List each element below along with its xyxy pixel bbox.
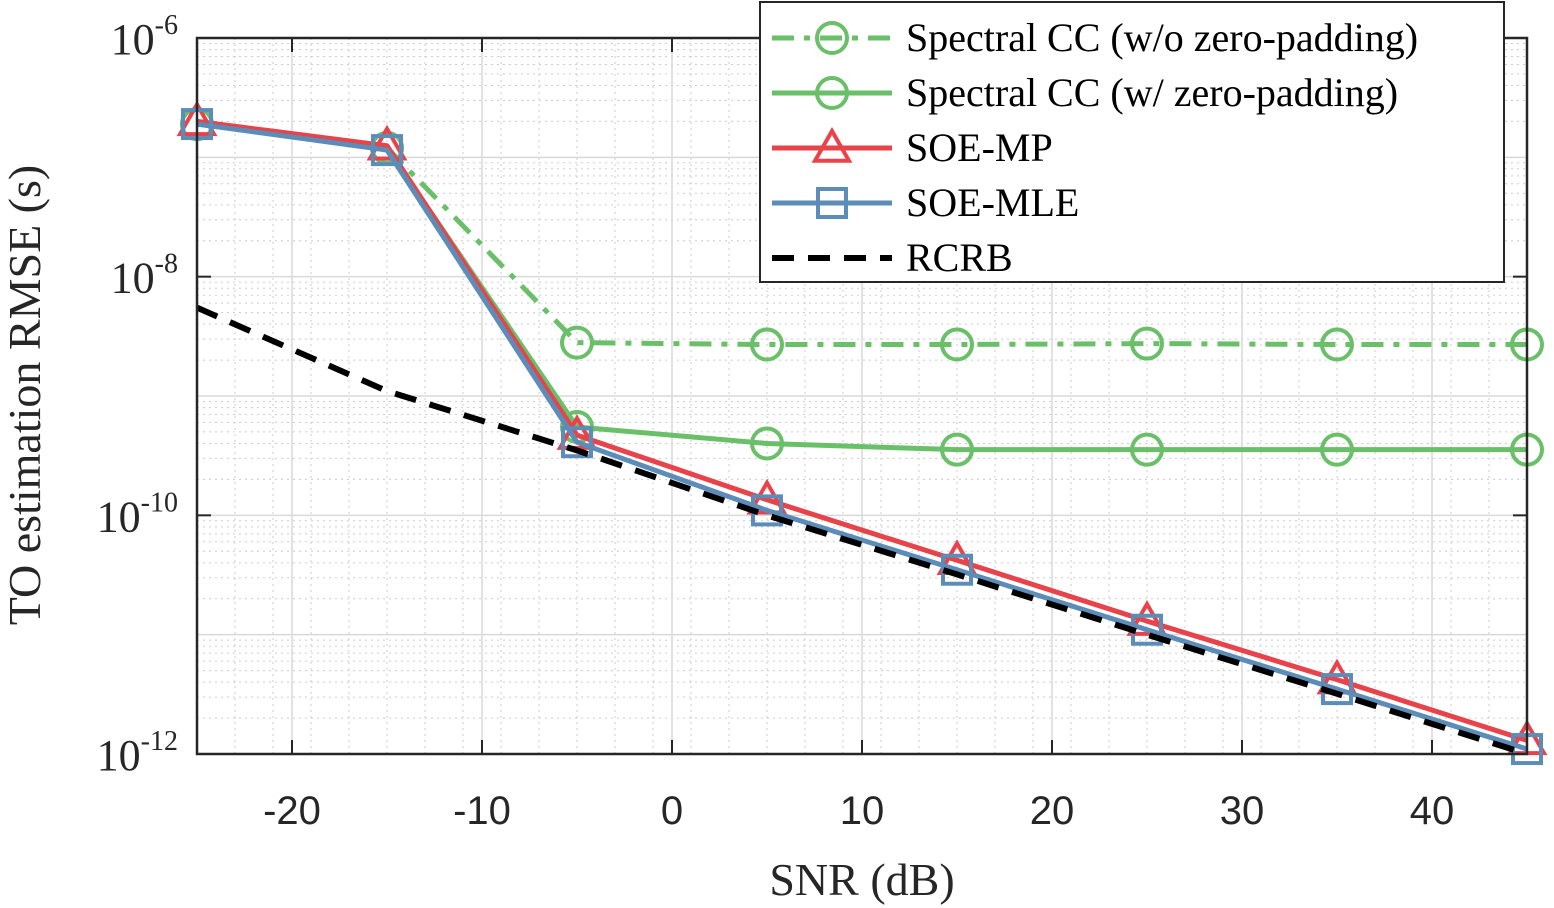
legend-item: Spectral CC (w/o zero-padding) xyxy=(772,15,1418,60)
x-tick-label: 0 xyxy=(661,789,683,833)
data-point-marker xyxy=(941,553,973,586)
legend-label: Spectral CC (w/ zero-padding) xyxy=(906,70,1398,115)
data-point-marker xyxy=(940,432,974,467)
data-point-marker xyxy=(366,124,408,161)
legend-marker xyxy=(816,187,848,219)
legend-label: SOE-MLE xyxy=(906,180,1079,225)
series-rcrb xyxy=(195,304,1528,757)
x-tick-label: -10 xyxy=(453,789,511,833)
data-point-marker xyxy=(1130,326,1164,361)
legend-label: Spectral CC (w/o zero-padding) xyxy=(906,15,1418,60)
y-axis-title: TO estimation RMSE (s) xyxy=(0,165,50,625)
data-point-marker xyxy=(371,134,403,167)
data-point-marker xyxy=(1126,600,1168,636)
y-tick-label: 10-12 xyxy=(97,726,178,780)
legend: Spectral CC (w/o zero-padding) Spectral C… xyxy=(759,1,1505,283)
legend-label: RCRB xyxy=(906,235,1013,280)
data-point-marker xyxy=(1130,432,1164,467)
legend-marker xyxy=(815,21,849,55)
x-tick-label: 10 xyxy=(840,789,885,833)
y-tick-label: 10-10 xyxy=(97,487,178,541)
legend-item: Spectral CC (w/ zero-padding) xyxy=(772,70,1398,115)
x-tick-label: 40 xyxy=(1410,789,1455,833)
y-tick-label: 10-8 xyxy=(111,249,178,303)
data-point-marker xyxy=(750,426,784,461)
series-line xyxy=(196,118,1528,743)
legend-label: SOE-MP xyxy=(906,125,1053,170)
series-line xyxy=(196,121,1528,752)
legend-marker xyxy=(815,76,849,110)
series-line xyxy=(195,304,1528,757)
axis-ticks: -20 -10 0 10 20 30 40 10-6 10-8 10-10 10-12 xyxy=(97,10,1527,833)
x-tick-label: -20 xyxy=(263,789,321,833)
legend-item: SOE-MP xyxy=(772,125,1053,170)
legend-item: SOE-MLE xyxy=(772,180,1079,225)
data-point-marker xyxy=(940,327,974,362)
x-axis-title: SNR (dB) xyxy=(769,854,954,905)
y-tick-label: 10-6 xyxy=(111,10,178,64)
x-tick-label: 20 xyxy=(1030,789,1075,833)
data-point-marker xyxy=(1320,327,1354,362)
legend-item: RCRB xyxy=(772,235,1013,280)
data-point-marker xyxy=(560,325,594,360)
data-point-marker xyxy=(561,426,593,459)
legend-marker xyxy=(811,126,853,163)
x-tick-label: 30 xyxy=(1220,789,1265,833)
legend-box xyxy=(759,1,1505,283)
data-point-marker xyxy=(750,327,784,362)
data-point-marker xyxy=(1320,432,1354,467)
